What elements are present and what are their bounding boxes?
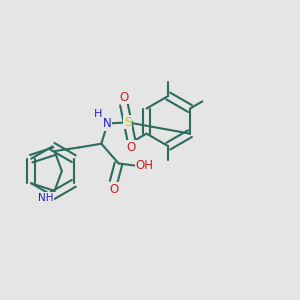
Text: O: O (109, 183, 118, 196)
Text: NH: NH (38, 193, 54, 202)
Text: H: H (94, 109, 103, 119)
Text: OH: OH (136, 159, 154, 172)
Text: O: O (127, 141, 136, 154)
Text: N: N (103, 117, 112, 130)
Text: S: S (124, 116, 132, 129)
Text: O: O (119, 91, 129, 104)
